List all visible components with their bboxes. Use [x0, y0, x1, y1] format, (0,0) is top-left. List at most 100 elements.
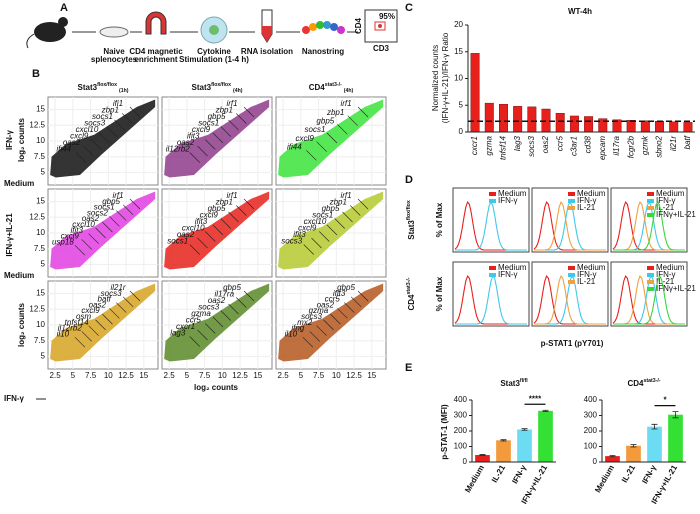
error-bar	[542, 409, 549, 412]
legend-label: IFN-γ	[498, 270, 518, 279]
bar	[499, 103, 508, 133]
panel-label: D	[405, 174, 413, 186]
panel-label: A	[60, 2, 68, 14]
legend-label: IFN-γ	[656, 196, 676, 205]
legend-label: IFNγ+IL-21	[656, 284, 696, 293]
bar	[640, 120, 650, 133]
legend-swatch	[568, 206, 575, 210]
y-tick-label: 20	[454, 20, 463, 29]
gene-label: socs3	[101, 289, 122, 298]
y-label: Normalized counts	[431, 45, 440, 111]
gene-label: ifit3	[195, 217, 208, 226]
y-label: % of Max	[435, 202, 444, 237]
row-label-part: Stat3	[407, 220, 416, 240]
gene-label: gzma	[191, 309, 211, 318]
gene-label: gzma	[309, 306, 329, 315]
gene-pointer	[88, 325, 99, 336]
gene-pointer	[122, 296, 134, 307]
bar	[555, 113, 565, 133]
y-tick-label: 12.5	[29, 304, 45, 313]
bar	[647, 426, 662, 462]
panel-label: C	[405, 2, 413, 14]
x-tick-label: Medium	[463, 464, 486, 495]
gene-label: irf1	[112, 191, 123, 200]
x-label: p-STAT1 (pY701)	[541, 339, 604, 348]
row-label: Stat3flox/flox	[406, 200, 416, 240]
gene-label: socs1	[198, 119, 219, 128]
dish-icon	[99, 26, 129, 38]
gene-pointer	[91, 139, 102, 150]
gene-pointer	[106, 126, 117, 137]
y-label: IFN-γ+IL-21	[5, 213, 14, 257]
gene-label: gbp5	[208, 204, 226, 213]
gene-pointer	[129, 106, 141, 118]
x-tick-label: oas2	[541, 135, 550, 153]
bar	[538, 410, 553, 462]
error-bar	[521, 428, 528, 431]
gene-pointer	[95, 319, 106, 331]
gene-label: il17ra	[214, 290, 234, 299]
bar	[517, 429, 532, 462]
legend-swatch	[647, 287, 654, 291]
x-tick-label: sbno2	[655, 135, 664, 157]
gene-label: gbp5	[337, 283, 355, 292]
gene-pointer	[350, 296, 362, 307]
gene-pointer	[114, 119, 125, 131]
bar	[569, 115, 579, 133]
gene-pointer	[98, 132, 110, 144]
y-tick-label: 15	[36, 197, 45, 206]
y-tick-label: 0	[459, 127, 464, 136]
gene-label: batf	[98, 295, 112, 304]
gene-pointer	[212, 316, 224, 328]
x-tick-label: 7.5	[85, 371, 97, 380]
gene-label: gbp5	[223, 283, 241, 292]
legend-swatch	[647, 199, 654, 203]
error-bar	[609, 455, 616, 458]
column-title-part: flox/flox	[97, 82, 117, 88]
gene-label: socs1	[312, 211, 333, 220]
y-tick-label: 7.5	[34, 336, 46, 345]
gene-label: ifi44	[56, 145, 71, 154]
legend-swatch	[647, 266, 654, 270]
gene-pointer	[228, 303, 239, 315]
row-label: CD4stat3-/-	[406, 277, 416, 310]
gene-pointer	[228, 211, 239, 223]
column-title: Stat3flox/flox(4h)	[192, 82, 243, 94]
x-tick-label: 15	[367, 371, 376, 380]
step-label: splenocytes	[91, 55, 138, 64]
x-tick-label: 10	[104, 371, 113, 380]
legend-swatch	[568, 192, 575, 196]
gene-label: zbp1	[101, 106, 119, 115]
column-title-part: flox/flox	[211, 82, 231, 88]
gene-label: zbp1	[215, 198, 233, 207]
gene-label: ifit3	[293, 230, 306, 239]
gene-pointer	[316, 325, 327, 336]
x-tick-label: 7.5	[199, 371, 211, 380]
legend-swatch	[489, 266, 496, 270]
y-tick-label: 5	[41, 168, 46, 177]
plot-title: Stat3fl/fl	[500, 378, 528, 388]
x-tick-label: 7.5	[313, 371, 325, 380]
gene-pointer	[243, 106, 255, 118]
x-tick-label: 12.5	[232, 371, 248, 380]
bar	[683, 122, 693, 133]
gene-pointer	[197, 145, 208, 157]
legend-swatch	[647, 206, 654, 210]
gene-label: irf1	[226, 99, 237, 108]
error-bar	[479, 454, 486, 456]
gene-label: cxcl9	[192, 125, 211, 134]
gene-label: cxcl9	[61, 232, 80, 241]
y-tick-label: 0	[463, 457, 468, 466]
scatter-cloud	[50, 99, 156, 178]
gene-label: socs1	[305, 125, 326, 134]
legend-swatch	[568, 273, 575, 277]
x-tick-label: 15	[139, 371, 148, 380]
legend-swatch	[647, 280, 654, 284]
gene-pointer	[74, 245, 86, 256]
column-title: CD4stat3-/-(4h)	[309, 82, 354, 94]
y-tick-label: 100	[584, 442, 598, 451]
scatter-cloud	[278, 99, 384, 178]
error-bar	[651, 423, 658, 430]
gene-label: cxcl10	[182, 224, 205, 233]
